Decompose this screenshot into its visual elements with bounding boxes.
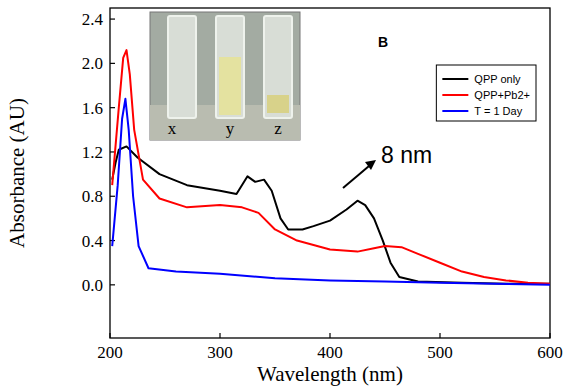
cuvette-liquid xyxy=(267,95,289,113)
y-tick-label: 1.6 xyxy=(82,99,103,118)
inset-label: x xyxy=(168,119,177,138)
x-tick xyxy=(329,333,330,338)
y-tick xyxy=(110,63,115,64)
plot-frame xyxy=(110,8,550,338)
y-tick xyxy=(110,107,115,108)
annotation: 8 nm xyxy=(343,142,432,188)
x-tick-label: 200 xyxy=(97,343,123,362)
x-tick xyxy=(109,333,110,338)
y-tick-label: 2.4 xyxy=(82,10,104,29)
inset-background xyxy=(150,12,300,140)
cuvette xyxy=(264,16,292,118)
x-tick xyxy=(439,333,440,338)
legend-swatch xyxy=(442,110,468,112)
x-tick xyxy=(219,333,220,338)
legend-swatch xyxy=(442,94,468,96)
legend-label: T = 1 Day xyxy=(474,105,522,117)
y-tick xyxy=(110,284,115,285)
cuvette-liquid xyxy=(219,57,241,115)
y-tick-label: 2.0 xyxy=(82,54,103,73)
series-line xyxy=(112,50,550,284)
series-group xyxy=(112,50,550,285)
x-tick xyxy=(549,333,550,338)
inset-label: z xyxy=(274,119,282,138)
inset-photo: x y z xyxy=(150,12,300,140)
x-tick-label: 600 xyxy=(537,343,563,362)
y-tick-label: 0.4 xyxy=(82,232,104,251)
x-tick-label: 500 xyxy=(427,343,453,362)
y-tick xyxy=(110,18,115,19)
x-tick-label: 400 xyxy=(317,343,343,362)
panel-label: B xyxy=(378,34,388,50)
y-tick-label: 0.0 xyxy=(82,276,103,295)
cuvette xyxy=(216,16,244,118)
legend-label: QPP+Pb2+ xyxy=(474,89,530,101)
legend: QPP only QPP+Pb2+ T = 1 Day xyxy=(436,65,536,121)
chart: x y z 0.0 0.4 0.8 1.2 1.6 2.0 2.4 200 300 400 500 600 W… xyxy=(0,0,576,390)
x-axis-title: Wavelength (nm) xyxy=(257,362,403,386)
legend-box xyxy=(436,65,536,121)
y-tick-label: 0.8 xyxy=(82,187,103,206)
legend-swatch xyxy=(442,78,468,80)
annotation-arrow xyxy=(343,164,372,189)
y-axis-title: Absorbance (AU) xyxy=(5,98,29,248)
legend-label: QPP only xyxy=(474,73,521,85)
inset-label: y xyxy=(226,119,235,138)
annotation-arrowhead xyxy=(365,160,376,170)
annotation-text: 8 nm xyxy=(381,142,432,168)
series-line xyxy=(112,146,550,283)
y-tick-label: 1.2 xyxy=(82,143,103,162)
x-tick-label: 300 xyxy=(207,343,233,362)
cuvette xyxy=(168,16,196,118)
y-tick xyxy=(110,196,115,197)
series-line xyxy=(112,99,550,285)
